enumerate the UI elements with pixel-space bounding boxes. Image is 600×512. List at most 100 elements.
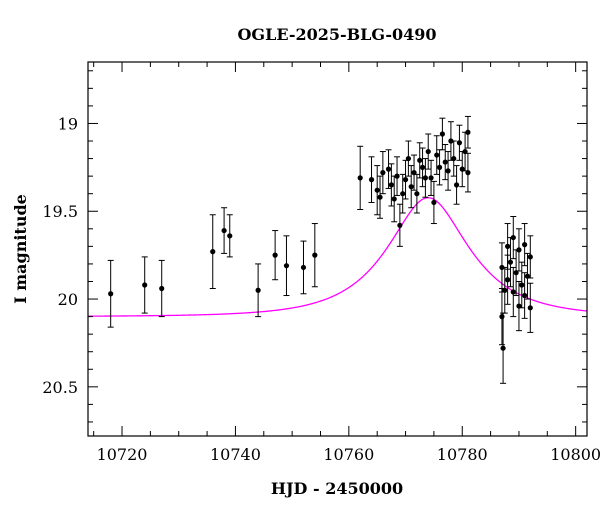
data-point	[388, 163, 395, 207]
data-point	[379, 151, 386, 195]
x-tick-label: 10800	[550, 445, 600, 464]
data-marker	[510, 234, 516, 241]
data-point	[527, 282, 534, 333]
data-marker	[357, 175, 363, 181]
data-point	[416, 142, 423, 179]
model-curve	[88, 197, 587, 317]
data-marker	[451, 155, 457, 162]
data-marker	[380, 170, 386, 176]
data-point	[396, 203, 403, 247]
data-marker	[255, 287, 261, 293]
data-marker	[453, 182, 460, 188]
data-point	[456, 124, 463, 161]
data-point	[385, 149, 392, 189]
data-marker	[385, 166, 392, 172]
data-point	[411, 154, 418, 191]
data-marker	[417, 157, 423, 163]
data-point	[515, 280, 522, 332]
data-point	[464, 152, 471, 193]
data-marker	[159, 285, 165, 292]
x-tick-label: 10740	[210, 445, 261, 464]
data-point	[450, 140, 457, 177]
data-marker	[505, 277, 511, 283]
data-marker	[374, 187, 380, 193]
data-point	[521, 223, 528, 267]
x-tick-label: 10720	[97, 445, 148, 464]
data-marker	[516, 247, 522, 253]
data-point	[521, 272, 528, 319]
axis-ticks: 10720 10740 10760 10780 10800 19 19.5 20 20.5	[42, 62, 600, 464]
data-marker	[391, 196, 397, 202]
data-marker	[400, 191, 406, 197]
y-tick-label: 19	[58, 114, 78, 133]
data-marker	[377, 194, 383, 200]
data-marker	[221, 227, 227, 234]
data-point	[442, 144, 449, 181]
data-point	[527, 235, 534, 279]
data-point	[453, 165, 460, 205]
data-point	[430, 180, 437, 225]
data-marker	[414, 191, 420, 197]
data-point	[300, 240, 307, 295]
data-point	[374, 165, 381, 216]
data-marker	[312, 252, 318, 258]
data-point	[433, 135, 440, 175]
data-point	[394, 156, 401, 196]
data-point	[357, 145, 364, 210]
data-marker	[527, 305, 533, 311]
data-point	[518, 261, 525, 309]
data-point	[462, 131, 469, 172]
data-marker	[522, 292, 528, 299]
data-marker	[445, 168, 451, 174]
data-marker	[465, 129, 471, 135]
data-point	[459, 151, 466, 188]
data-marker	[388, 182, 394, 188]
data-point	[405, 140, 412, 177]
data-marker	[519, 282, 525, 288]
data-point	[391, 175, 398, 223]
data-point	[311, 223, 318, 288]
data-marker	[300, 264, 307, 271]
data-marker	[272, 252, 278, 258]
data-marker	[439, 131, 446, 137]
data-marker	[510, 289, 516, 295]
data-point	[408, 165, 415, 209]
data-marker	[499, 314, 505, 320]
data-point	[209, 214, 216, 290]
data-point	[283, 235, 290, 297]
data-marker	[431, 199, 437, 206]
data-marker	[502, 287, 508, 293]
data-marker	[210, 249, 216, 255]
data-marker	[108, 291, 114, 297]
data-point	[141, 256, 148, 314]
data-marker	[505, 243, 511, 249]
data-marker	[465, 170, 471, 176]
chart-title: OGLE-2025-BLG-0490	[237, 25, 436, 44]
plot-frame	[87, 61, 588, 437]
data-marker	[405, 155, 411, 162]
data-marker	[394, 173, 400, 179]
data-marker	[434, 152, 440, 158]
x-axis-label: HJD - 2450000	[271, 479, 403, 498]
data-point	[377, 175, 384, 219]
data-point	[221, 207, 228, 254]
data-marker	[442, 159, 448, 165]
data-marker	[436, 164, 443, 170]
data-marker	[425, 148, 431, 155]
data-point	[501, 266, 508, 314]
data-point	[498, 288, 505, 346]
data-point	[513, 249, 520, 297]
y-tick-label: 20	[58, 290, 78, 309]
data-marker	[408, 184, 414, 190]
data-point	[107, 259, 114, 328]
data-point	[504, 254, 511, 305]
data-marker	[397, 222, 403, 228]
data-point	[445, 151, 452, 191]
data-point	[422, 158, 429, 198]
data-marker	[507, 259, 514, 265]
x-tick-label: 10760	[323, 445, 374, 464]
data-point	[464, 115, 471, 149]
data-marker	[456, 140, 463, 146]
data-marker	[428, 175, 434, 181]
